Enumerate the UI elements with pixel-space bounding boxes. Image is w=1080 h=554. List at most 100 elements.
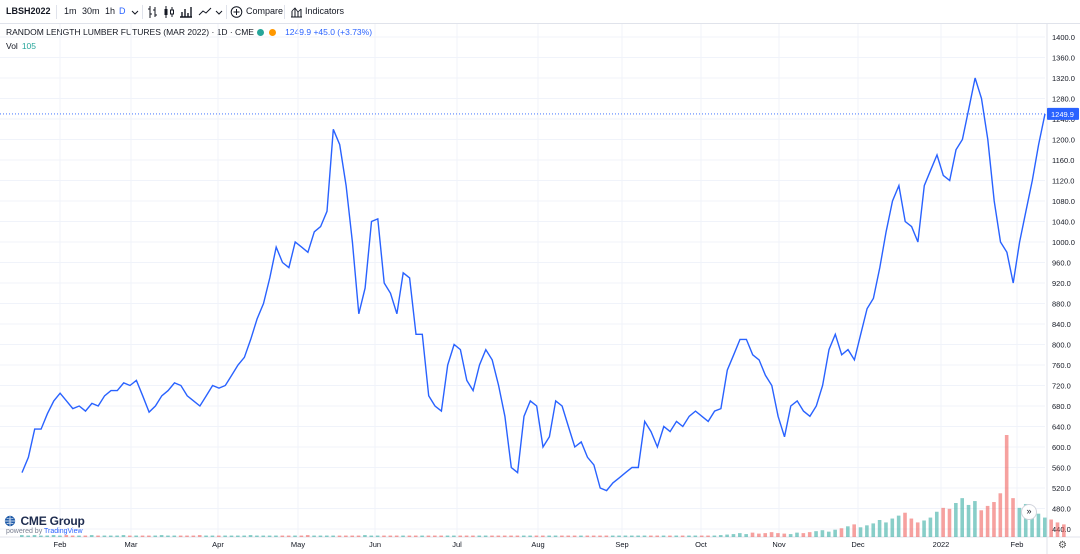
volume-bar — [96, 535, 100, 537]
volume-bar — [39, 535, 43, 537]
volume-bar — [992, 502, 996, 537]
volume-bar — [547, 535, 551, 537]
volume-bar — [299, 535, 304, 537]
volume-bar — [464, 535, 469, 537]
volume-bar — [960, 498, 964, 537]
x-tick-label: 2022 — [933, 540, 950, 549]
volume-bar — [884, 522, 888, 537]
powered-by: powered by TradingView — [6, 528, 83, 535]
plus-circle-icon[interactable] — [230, 5, 243, 19]
hollow-candle-icon[interactable] — [179, 5, 193, 19]
volume-bar — [642, 535, 647, 537]
volume-bar — [896, 515, 901, 537]
volume-bar — [890, 518, 895, 537]
volume-bar — [70, 535, 75, 537]
interval-1d[interactable]: D — [119, 6, 126, 16]
x-tick-label: Feb — [1011, 540, 1024, 549]
volume-bar — [324, 535, 329, 537]
volume-bar — [337, 535, 342, 537]
y-tick-label: 480.0 — [1052, 505, 1071, 514]
x-tick-label: Feb — [54, 540, 67, 549]
volume-bar — [788, 534, 793, 537]
volume-bar — [674, 535, 679, 537]
x-tick-label: Jun — [369, 540, 381, 549]
volume-bar — [1036, 513, 1041, 537]
y-tick-label: 960.0 — [1052, 259, 1071, 268]
volume-bar — [1011, 498, 1015, 537]
tradingview-link[interactable]: TradingView — [44, 528, 83, 535]
volume-bar — [439, 535, 443, 537]
volume-bar — [572, 535, 577, 537]
volume-bar — [274, 535, 278, 537]
scroll-to-realtime-button[interactable]: » — [1021, 504, 1037, 520]
chevron-down-icon[interactable] — [214, 5, 224, 19]
interval-1m[interactable]: 1m — [64, 6, 77, 16]
bar-style-icon[interactable] — [147, 5, 159, 19]
candle-style-icon[interactable] — [163, 5, 175, 19]
volume-bar — [305, 535, 310, 537]
chart-legend: RANDOM LENGTH LUMBER FUTURES (MAR 2022) … — [6, 27, 372, 37]
volume-bar — [426, 535, 431, 537]
volume-bar — [178, 535, 183, 537]
volume-bar — [477, 535, 482, 537]
volume-bar — [521, 535, 526, 537]
y-tick-label: 1200.0 — [1052, 136, 1075, 145]
volume-bar — [147, 535, 151, 537]
volume-bar — [1030, 510, 1034, 537]
volume-bar — [267, 535, 272, 537]
volume-bar — [115, 535, 119, 537]
symbol-label[interactable]: LBSH2022 — [6, 6, 51, 16]
interval-1h[interactable]: 1h — [105, 6, 116, 16]
x-tick-label: Mar — [125, 540, 138, 549]
volume-bar — [280, 535, 285, 537]
volume-bar — [852, 524, 856, 537]
volume-bar — [375, 535, 380, 537]
indicators-icon[interactable] — [290, 5, 303, 19]
interval-30m[interactable]: 30m — [82, 6, 100, 16]
volume-bar — [407, 535, 412, 537]
volume-bar — [433, 535, 437, 537]
volume-bar — [731, 534, 736, 537]
volume-bar — [318, 535, 323, 537]
volume-bar — [1004, 435, 1009, 537]
volume-bar — [865, 525, 869, 537]
y-tick-label: 1080.0 — [1052, 197, 1075, 206]
cme-logo: CME Group powered by TradingView — [4, 512, 85, 535]
volume-bar — [801, 533, 806, 537]
volume-bar — [973, 501, 977, 537]
volume-bar — [350, 535, 355, 537]
volume-bar — [1043, 517, 1047, 537]
volume-bar — [706, 535, 710, 537]
volume-bar — [293, 535, 297, 537]
indicators-button[interactable]: Indicators — [305, 6, 345, 16]
volume-bar — [121, 535, 126, 537]
y-tick-label: 680.0 — [1052, 402, 1071, 411]
volume-bar — [839, 528, 844, 537]
chevron-down-icon[interactable] — [130, 5, 140, 19]
volume-bar — [496, 535, 501, 537]
volume-bar — [382, 535, 386, 537]
compare-button[interactable]: Compare — [246, 6, 284, 16]
volume-bar — [718, 535, 723, 537]
volume-bar — [610, 535, 615, 537]
instrument-title: RANDOM LENGTH LUMBER FUTURES (MAR 2022) … — [6, 27, 254, 37]
volume-bar — [585, 535, 590, 537]
volume-bar — [51, 535, 56, 537]
line-style-icon[interactable] — [198, 5, 212, 19]
volume-bar — [915, 522, 920, 537]
price-chart[interactable]: 1400.01360.01320.01280.01240.01200.01160… — [0, 24, 1080, 554]
volume-bar — [814, 531, 818, 537]
y-tick-label: 760.0 — [1052, 361, 1071, 370]
volume-legend: Vol 105 — [6, 41, 36, 51]
x-tick-label: Sep — [615, 540, 628, 549]
volume-bar — [490, 535, 494, 537]
volume-bar — [1017, 507, 1022, 537]
volume-bar — [153, 535, 158, 537]
volume-bar — [58, 535, 62, 537]
y-tick-label: 1320.0 — [1052, 74, 1075, 83]
volume-bar — [89, 535, 94, 537]
volume-bar — [649, 535, 653, 537]
volume-bar — [655, 535, 660, 537]
toolbar-divider — [226, 5, 227, 19]
gear-icon[interactable]: ⚙ — [1058, 540, 1067, 551]
